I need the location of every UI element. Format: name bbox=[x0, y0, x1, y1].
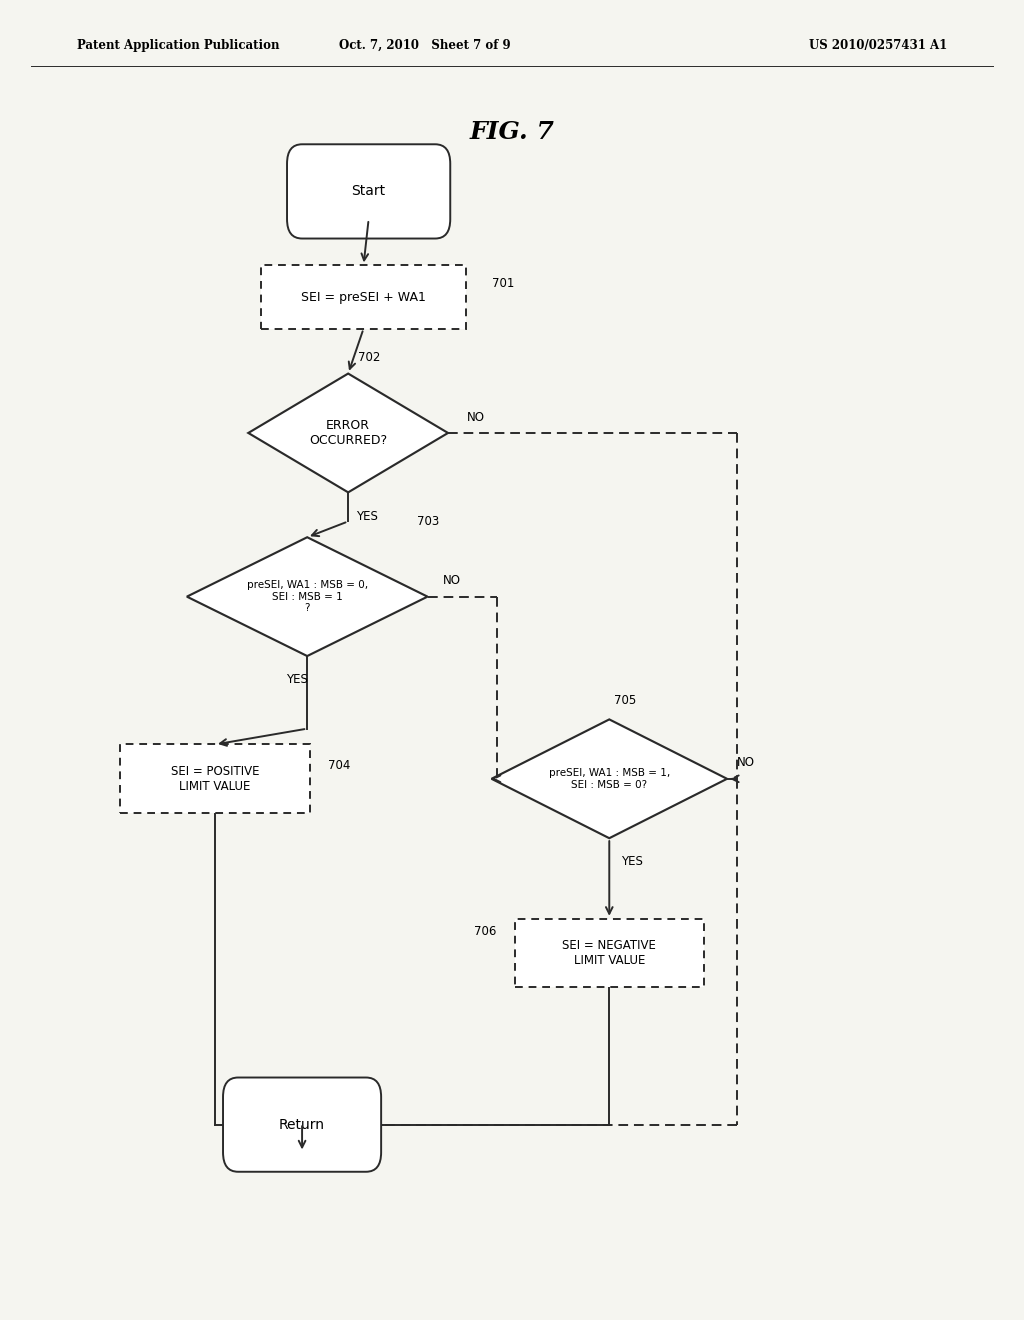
Text: preSEI, WA1 : MSB = 0,
SEI : MSB = 1
?: preSEI, WA1 : MSB = 0, SEI : MSB = 1 ? bbox=[247, 579, 368, 614]
FancyBboxPatch shape bbox=[287, 144, 451, 239]
Text: FIG. 7: FIG. 7 bbox=[470, 120, 554, 144]
Polygon shape bbox=[249, 374, 449, 492]
Text: SEI = preSEI + WA1: SEI = preSEI + WA1 bbox=[301, 290, 426, 304]
Text: US 2010/0257431 A1: US 2010/0257431 A1 bbox=[809, 40, 947, 51]
Text: NO: NO bbox=[737, 756, 756, 770]
Text: Return: Return bbox=[280, 1118, 325, 1131]
Text: YES: YES bbox=[621, 855, 643, 869]
Text: 701: 701 bbox=[492, 277, 514, 290]
FancyBboxPatch shape bbox=[223, 1077, 381, 1172]
Text: 706: 706 bbox=[473, 925, 496, 939]
Text: ERROR
OCCURRED?: ERROR OCCURRED? bbox=[309, 418, 387, 447]
Polygon shape bbox=[492, 719, 727, 838]
Bar bbox=[121, 744, 309, 813]
Bar bbox=[261, 265, 466, 329]
Text: 702: 702 bbox=[358, 351, 381, 364]
Text: Start: Start bbox=[351, 185, 386, 198]
Text: NO: NO bbox=[442, 574, 461, 587]
Text: YES: YES bbox=[286, 673, 308, 686]
Text: 705: 705 bbox=[614, 694, 637, 708]
Polygon shape bbox=[186, 537, 428, 656]
Text: preSEI, WA1 : MSB = 1,
SEI : MSB = 0?: preSEI, WA1 : MSB = 1, SEI : MSB = 0? bbox=[549, 768, 670, 789]
Text: SEI = POSITIVE
LIMIT VALUE: SEI = POSITIVE LIMIT VALUE bbox=[171, 764, 259, 793]
Text: 703: 703 bbox=[418, 515, 439, 528]
Text: Patent Application Publication: Patent Application Publication bbox=[77, 40, 280, 51]
Text: SEI = NEGATIVE
LIMIT VALUE: SEI = NEGATIVE LIMIT VALUE bbox=[562, 939, 656, 968]
Text: 704: 704 bbox=[328, 759, 350, 772]
Bar bbox=[514, 919, 705, 987]
Text: Oct. 7, 2010   Sheet 7 of 9: Oct. 7, 2010 Sheet 7 of 9 bbox=[339, 40, 511, 51]
Text: YES: YES bbox=[355, 510, 378, 523]
Text: NO: NO bbox=[467, 411, 484, 424]
